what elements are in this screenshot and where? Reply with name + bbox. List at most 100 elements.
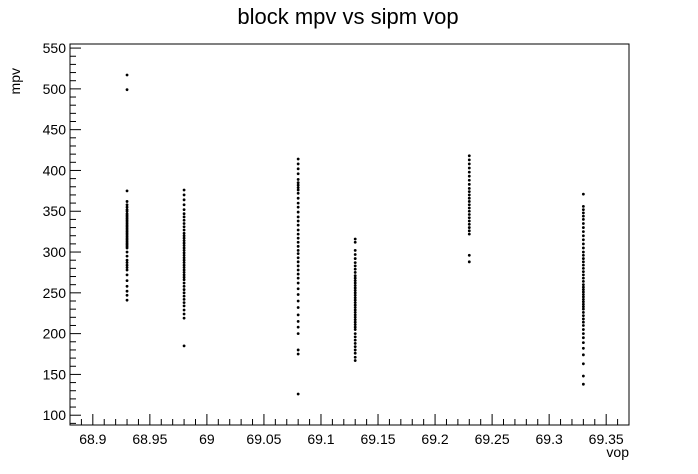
data-point	[353, 261, 357, 265]
x-tick-label: 69.3	[536, 431, 563, 447]
plot-frame	[69, 43, 630, 426]
data-point	[296, 281, 300, 285]
data-point	[581, 293, 585, 296]
data-point	[182, 312, 186, 316]
chart-title: block mpv vs sipm vop	[237, 4, 458, 29]
data-point	[125, 200, 129, 203]
data-point	[581, 238, 585, 242]
data-point	[353, 338, 357, 342]
data-point	[296, 299, 300, 303]
data-point	[296, 181, 300, 185]
data-point	[353, 276, 357, 280]
data-point	[296, 215, 300, 219]
data-point	[296, 157, 300, 161]
data-point	[296, 183, 300, 187]
data-point	[125, 284, 129, 288]
data-point	[581, 218, 585, 221]
y-tick-label: 100	[43, 407, 67, 423]
data-point	[125, 268, 129, 272]
data-point	[581, 320, 585, 324]
y-tick-label: 300	[43, 244, 67, 260]
data-point	[296, 276, 300, 280]
data-point	[467, 216, 471, 220]
data-point	[353, 301, 357, 305]
data-point	[581, 382, 585, 386]
data-point	[296, 201, 300, 205]
data-point	[467, 196, 471, 200]
data-point	[581, 317, 585, 321]
data-point	[353, 323, 357, 327]
data-point	[296, 172, 300, 176]
data-point	[353, 284, 357, 287]
data-point	[353, 332, 357, 336]
data-point	[353, 293, 357, 297]
data-point	[182, 316, 186, 320]
data-point	[353, 237, 357, 241]
data-point	[581, 311, 585, 314]
data-point	[581, 266, 585, 270]
data-point	[581, 246, 585, 250]
data-point	[467, 203, 471, 207]
data-point	[296, 332, 300, 336]
data-point	[296, 392, 300, 396]
data-point	[581, 305, 585, 309]
data-point	[182, 208, 186, 212]
data-point	[296, 162, 300, 166]
data-point	[353, 298, 357, 302]
data-point	[182, 253, 186, 257]
data-point	[296, 313, 300, 317]
data-point	[581, 242, 585, 246]
data-point	[296, 167, 300, 171]
data-point	[581, 362, 585, 366]
data-point	[353, 253, 357, 256]
data-point	[581, 288, 585, 291]
data-point	[353, 313, 357, 317]
data-point	[353, 318, 357, 322]
data-point	[353, 267, 357, 271]
data-point	[467, 154, 471, 158]
data-point	[353, 306, 357, 309]
data-point	[182, 288, 186, 291]
data-point	[296, 268, 300, 272]
data-point	[296, 236, 300, 240]
data-point	[296, 249, 300, 252]
x-tick-label: 68.9	[79, 431, 106, 447]
data-point	[353, 240, 357, 244]
data-point	[296, 186, 300, 189]
data-point	[182, 198, 186, 202]
data-point	[581, 374, 585, 378]
data-point	[296, 240, 300, 244]
data-point	[125, 189, 129, 193]
data-point	[581, 222, 585, 225]
data-point	[125, 258, 129, 262]
data-point	[353, 311, 357, 314]
data-point	[125, 273, 129, 277]
data-point	[467, 219, 471, 223]
data-point	[125, 203, 129, 207]
data-point	[296, 228, 300, 232]
data-point	[182, 256, 186, 260]
data-point	[353, 296, 357, 300]
data-point	[353, 291, 357, 295]
data-point	[182, 215, 186, 219]
data-point	[182, 239, 186, 243]
data-point	[581, 290, 585, 294]
data-point	[581, 226, 585, 229]
data-point	[581, 285, 585, 289]
data-point	[182, 212, 186, 216]
data-point	[353, 328, 357, 331]
data-point	[296, 191, 300, 195]
data-point	[182, 228, 186, 232]
data-point	[581, 341, 585, 344]
data-point	[467, 200, 471, 203]
data-point	[125, 205, 129, 209]
data-point	[182, 266, 186, 269]
data-point	[182, 188, 186, 192]
data-point	[353, 351, 357, 355]
data-point	[581, 208, 585, 212]
data-point	[353, 315, 357, 319]
x-tick-label: 69.35	[589, 431, 624, 447]
data-point	[353, 345, 357, 349]
data-point	[353, 303, 357, 307]
data-point	[581, 270, 585, 274]
